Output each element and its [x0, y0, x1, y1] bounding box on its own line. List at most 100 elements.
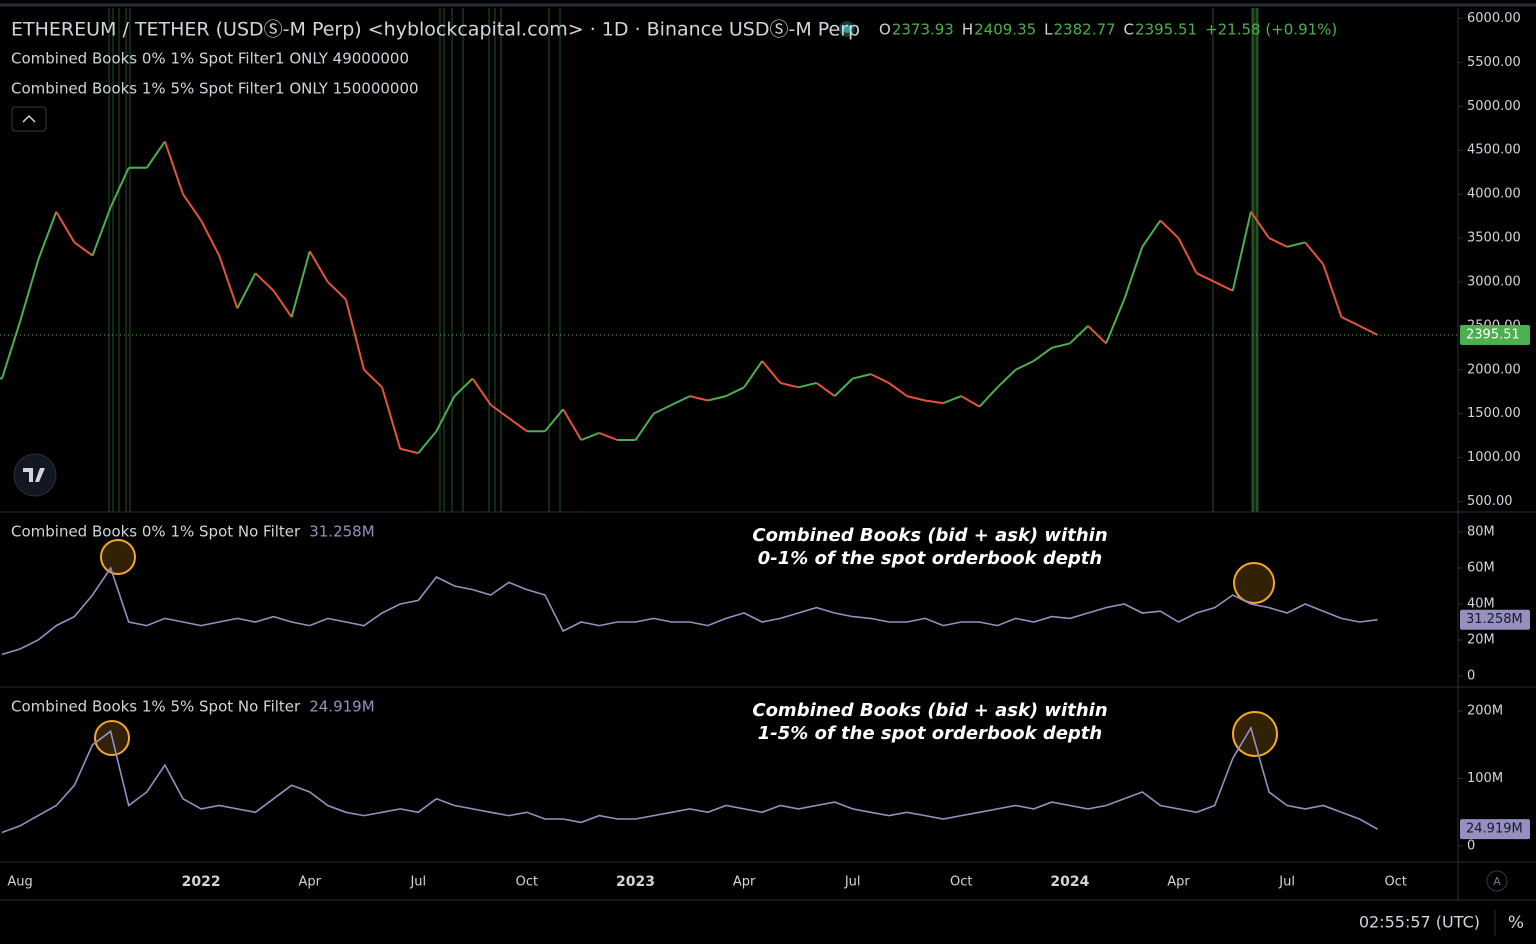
price-segment [942, 395, 962, 405]
x-tick-label: Jul [409, 875, 426, 890]
price-segment [1051, 342, 1071, 349]
ohlc-value: 2409.35 [974, 21, 1036, 39]
price-segment [490, 404, 510, 419]
price-segment [1159, 219, 1180, 239]
price-segment [73, 241, 94, 257]
price-segment [37, 211, 58, 261]
signal-lines [108, 8, 1259, 512]
y-tick-label: 6000.00 [1467, 11, 1521, 26]
price-segment [870, 373, 890, 384]
ohlc-value: 2382.77 [1054, 21, 1116, 39]
pane-title: Combined Books 0% 1% Spot No Filter [11, 523, 301, 541]
y-tick-label: 2000.00 [1467, 362, 1521, 377]
price-segment [1033, 346, 1053, 362]
auto-label: A [1493, 875, 1501, 888]
price-segment [725, 386, 745, 397]
x-tick-label: Apr [298, 875, 321, 890]
price-segment [182, 193, 202, 222]
price-segment [580, 432, 600, 441]
y-tick-label: 1000.00 [1467, 450, 1521, 465]
ohlc-label: L [1044, 21, 1053, 39]
y-tick-label: 3500.00 [1467, 231, 1521, 246]
last-value-badge-label: 31.258M [1466, 612, 1523, 627]
price-segment [996, 369, 1017, 389]
pane-separators [0, 8, 1536, 936]
indicator-label: Combined Books 1% 5% Spot Filter1 ONLY 1… [11, 80, 419, 98]
ohlc-value: 2373.93 [892, 21, 954, 39]
price-segment [562, 408, 583, 441]
x-tick-label: Oct [950, 875, 972, 890]
collapse-icon[interactable] [22, 114, 36, 123]
price-segment [1268, 237, 1288, 248]
price-segment [200, 220, 221, 257]
price-segment [888, 382, 908, 397]
price-segment [707, 395, 727, 402]
y-tick-label: 3000.00 [1467, 274, 1521, 289]
x-tick-label: Jul [1278, 875, 1295, 890]
y-tick-label: 5000.00 [1467, 99, 1521, 114]
price-segment [109, 167, 130, 208]
price-segment [327, 281, 347, 301]
logo-mark [23, 468, 45, 482]
price-segment [508, 417, 528, 433]
annotation: 0-1% of the spot orderbook depth [758, 548, 1102, 569]
y-tick-label: 20M [1467, 633, 1495, 648]
indicator-label: Combined Books 0% 1% Spot Filter1 ONLY 4… [11, 50, 409, 68]
price-segment [1069, 325, 1089, 345]
annotation: Combined Books (bid + ask) within [752, 700, 1107, 721]
price-segment [743, 360, 764, 388]
auto-button[interactable] [1486, 870, 1508, 892]
ohlc-label: C [1124, 21, 1134, 39]
y-tick-label: 4500.00 [1467, 143, 1521, 158]
collapse-button[interactable] [11, 106, 47, 132]
price-segment [290, 250, 311, 318]
annotation: Combined Books (bid + ask) within [752, 525, 1107, 546]
price-segment [55, 211, 76, 243]
price-segment [1087, 325, 1107, 345]
price-segment [798, 381, 817, 389]
x-tick-label: Oct [1384, 875, 1406, 890]
price-segment [1105, 299, 1126, 344]
x-tick-label: 2023 [616, 874, 655, 890]
chart-title: ETHEREUM / TETHER (USDⓈ-M Perp) <hyblock… [11, 19, 860, 41]
last-value-badge [1460, 819, 1530, 840]
footer-percent: % [1508, 913, 1524, 933]
footer-time: 02:55:57 (UTC) [1359, 913, 1480, 932]
price-segment [815, 382, 836, 397]
price-segment [1304, 241, 1325, 266]
price-segment [363, 369, 383, 389]
change: +21.58 (+0.91%) [1205, 21, 1337, 39]
y-tick-label: 5500.00 [1467, 55, 1521, 70]
price-segment [254, 272, 275, 292]
price-segment [381, 387, 402, 450]
series-line [1, 566, 1378, 656]
price-segment [544, 408, 564, 432]
price-segment [833, 377, 854, 397]
price-segment [1177, 237, 1198, 274]
price-segment [163, 141, 184, 195]
ohlc-value: 2395.51 [1135, 21, 1197, 39]
ohlc-label: H [962, 21, 973, 39]
price-segment [1214, 281, 1234, 292]
y-tick-label: 0 [1467, 669, 1475, 684]
annotation: 1-5% of the spot orderbook depth [758, 723, 1102, 744]
price-segment [145, 140, 166, 169]
price-segment [852, 373, 872, 380]
y-tick-label: 500.00 [1467, 494, 1513, 509]
price-segment [906, 395, 926, 402]
price-segment [1340, 316, 1360, 327]
price-segment [761, 360, 782, 384]
series-line [1, 725, 1378, 834]
price-segment [960, 395, 980, 408]
pane-title: Combined Books 1% 5% Spot No Filter [11, 698, 301, 716]
y-tick-label: 4000.00 [1467, 187, 1521, 202]
price-segment [19, 259, 40, 322]
x-tick-label: Apr [733, 875, 756, 890]
last-price-badge [1460, 325, 1530, 346]
price-segment [1231, 211, 1252, 291]
y-tick-label: 80M [1467, 524, 1495, 539]
logo [13, 453, 57, 497]
